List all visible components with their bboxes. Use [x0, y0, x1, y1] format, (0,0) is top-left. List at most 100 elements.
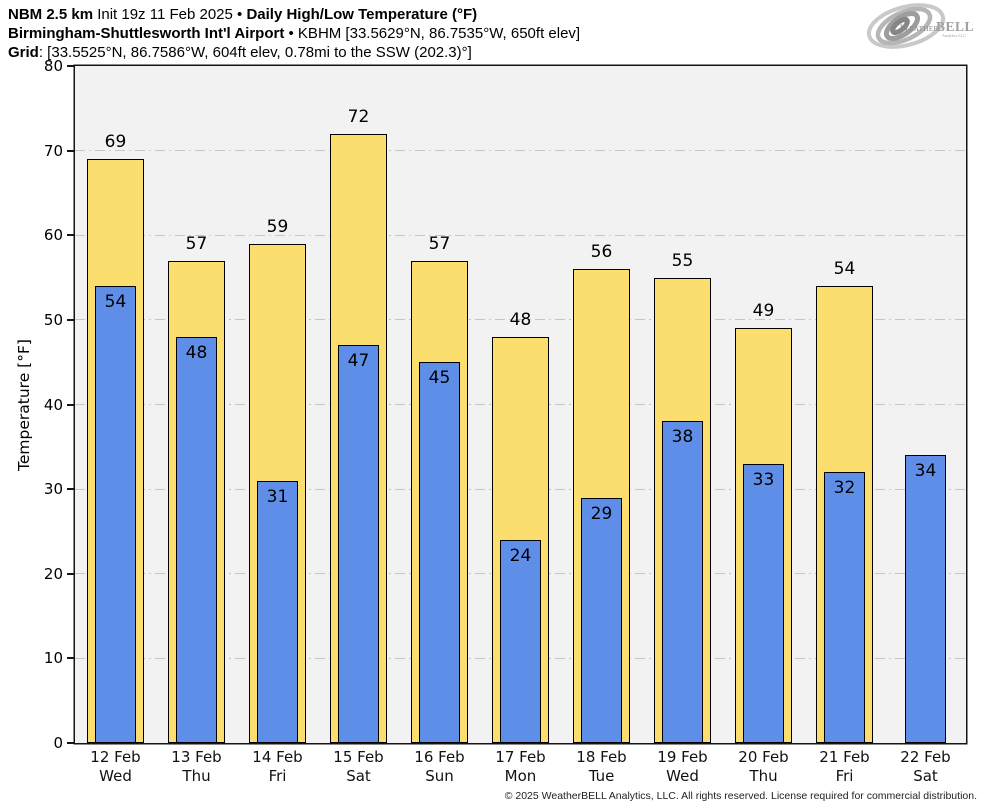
day-date: 14 Feb: [252, 748, 303, 766]
header-line-2: Birmingham-Shuttlesworth Int'l Airport •…: [8, 24, 580, 43]
y-tick-label: 20: [43, 564, 63, 583]
high-value-label: 56: [590, 242, 613, 263]
station-name: Birmingham-Shuttlesworth Int'l Airport: [8, 25, 285, 42]
low-temp-bar: [257, 480, 298, 743]
day-column: 72 47: [330, 66, 387, 743]
day-column: 48 24: [492, 66, 549, 743]
y-tick-label: 10: [43, 649, 63, 668]
y-axis: 0 10 20 30 40 50 60 70 80: [0, 57, 75, 752]
y-tick-mark: [67, 403, 75, 406]
y-tick-label: 70: [43, 141, 63, 160]
gridline: [75, 319, 966, 321]
day-label: 14 Feb Fri: [233, 748, 323, 786]
day-label: 22 Feb Sat: [881, 748, 971, 786]
footer-copyright: © 2025 WeatherBELL Analytics, LLC. All r…: [504, 790, 977, 802]
day-label: 12 Feb Wed: [71, 748, 161, 786]
high-value-label: 57: [428, 233, 451, 254]
y-tick-mark: [67, 234, 75, 237]
day-column: 49 33: [735, 66, 792, 743]
day-weekday: Thu: [182, 767, 211, 785]
low-temp-bar: [581, 497, 622, 743]
day-date: 16 Feb: [414, 748, 465, 766]
day-column: 59 31: [249, 66, 306, 743]
chart-title: Daily High/Low Temperature (°F): [246, 6, 478, 23]
day-weekday: Thu: [749, 767, 778, 785]
gridline: [75, 234, 966, 236]
day-weekday: Fri: [268, 767, 287, 785]
day-date: 12 Feb: [90, 748, 141, 766]
day-column: 57 48: [168, 66, 225, 743]
day-label: 21 Feb Fri: [800, 748, 890, 786]
y-tick-mark: [67, 572, 75, 575]
low-value-label: 48: [185, 342, 208, 363]
logo-subtext: Analytics LLC: [942, 33, 966, 38]
low-value-label: 33: [752, 469, 775, 490]
low-temp-bar: [500, 539, 541, 743]
low-temp-bar: [743, 463, 784, 743]
y-tick-mark: [67, 149, 75, 152]
low-value-label: 45: [428, 368, 451, 389]
day-label: 18 Feb Tue: [557, 748, 647, 786]
y-tick-label: 0: [53, 734, 63, 752]
chart-header: NBM 2.5 km Init 19z 11 Feb 2025 • Daily …: [8, 5, 580, 62]
day-label: 13 Feb Thu: [152, 748, 242, 786]
hurricane-swirl-icon: [866, 3, 946, 49]
header-line-3: Grid: [33.5525°N, 86.7586°W, 604ft elev,…: [8, 43, 580, 62]
day-weekday: Wed: [99, 767, 132, 785]
day-column: 69 54: [87, 66, 144, 743]
high-value-label: 72: [347, 106, 370, 127]
plot-area: 69 54 57 48 59 31 72 47 57 45 48 24 56 29 55 38 49 33 54 32…: [75, 66, 966, 743]
low-value-label: 47: [347, 351, 370, 372]
high-value-label: 54: [833, 259, 856, 280]
low-value-label: 32: [833, 478, 856, 499]
day-label: 17 Feb Mon: [476, 748, 566, 786]
y-tick-label: 60: [43, 226, 63, 245]
day-column: 54 32: [816, 66, 873, 743]
day-date: 20 Feb: [738, 748, 789, 766]
high-value-label: 57: [185, 233, 208, 254]
day-label: 16 Feb Sun: [395, 748, 485, 786]
low-temp-bar: [905, 455, 946, 743]
gridline: [75, 150, 966, 152]
y-tick-label: 30: [43, 480, 63, 499]
low-temp-bar: [662, 421, 703, 743]
station-details: • KBHM [33.5629°N, 86.7535°W, 650ft elev…: [284, 25, 581, 42]
low-temp-bar: [95, 286, 136, 743]
low-value-label: 38: [671, 427, 694, 448]
day-weekday: Mon: [504, 767, 537, 785]
low-value-label: 24: [509, 545, 532, 566]
day-weekday: Fri: [835, 767, 854, 785]
y-tick-label: 50: [43, 310, 63, 329]
day-column: 56 29: [573, 66, 630, 743]
low-value-label: 54: [104, 292, 127, 313]
high-value-label: 49: [752, 301, 775, 322]
model-name: NBM 2.5 km: [8, 6, 94, 23]
day-date: 22 Feb: [900, 748, 951, 766]
high-value-label: 69: [104, 132, 127, 153]
low-temp-bar: [338, 345, 379, 743]
low-value-label: 31: [266, 486, 289, 507]
grid-details: : [33.5525°N, 86.7586°W, 604ft elev, 0.7…: [38, 44, 472, 61]
day-column: 55 38: [654, 66, 711, 743]
y-tick-mark: [67, 488, 75, 491]
day-column: 34: [897, 66, 954, 743]
day-date: 21 Feb: [819, 748, 870, 766]
init-time: Init 19z 11 Feb 2025 •: [93, 6, 247, 23]
day-column: 57 45: [411, 66, 468, 743]
day-weekday: Wed: [666, 767, 699, 785]
high-value-label: 59: [266, 216, 289, 237]
low-temp-bar: [419, 362, 460, 743]
day-weekday: Sat: [913, 767, 938, 785]
day-label: 15 Feb Sat: [314, 748, 404, 786]
day-weekday: Sun: [425, 767, 454, 785]
weatherbell-logo: Weather BELL Analytics LLC: [866, 3, 974, 49]
low-value-label: 34: [914, 461, 937, 482]
day-weekday: Sat: [346, 767, 371, 785]
y-tick-mark: [67, 65, 75, 67]
y-tick-mark: [67, 657, 75, 660]
high-value-label: 48: [509, 309, 532, 330]
high-value-label: 55: [671, 250, 694, 271]
low-value-label: 29: [590, 503, 613, 524]
day-label: 19 Feb Wed: [638, 748, 728, 786]
